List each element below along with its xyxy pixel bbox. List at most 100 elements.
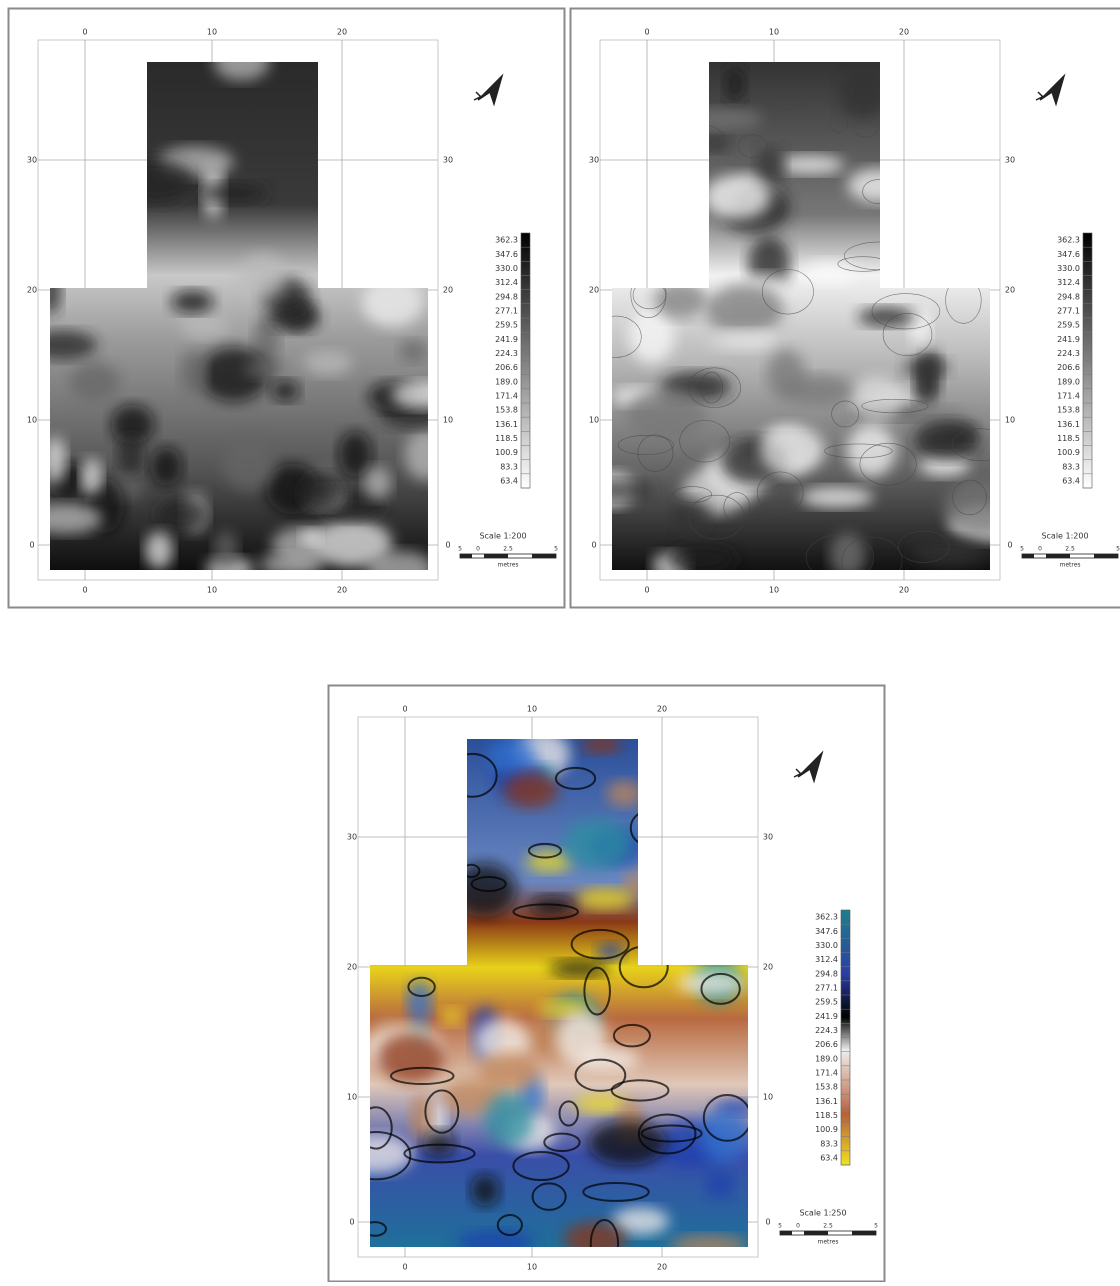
legend-label: 83.3 (820, 1139, 838, 1148)
raster-blob (180, 311, 228, 338)
raster-blob (151, 447, 183, 486)
legend-label: 206.6 (495, 363, 518, 372)
scale-tick-label: 5 (1020, 546, 1024, 553)
scale-tick-label: 5 (554, 546, 558, 553)
scale-tick-label: 2.5 (823, 1223, 833, 1230)
y-tick-label: 30 (443, 156, 453, 165)
legend-label: 100.9 (815, 1125, 838, 1134)
y-tick-label: 20 (443, 286, 453, 295)
raster-blob (912, 537, 986, 566)
y-tick-label: 10 (347, 1093, 357, 1102)
raster-blob (301, 475, 342, 511)
x-tick-label: 0 (402, 705, 407, 714)
legend-label: 118.5 (495, 434, 518, 443)
raster-blob (915, 421, 980, 459)
legend-label: 330.0 (1057, 264, 1080, 273)
y-tick-label: 10 (589, 416, 599, 425)
scale-tick-label: 2.5 (1065, 546, 1075, 553)
raster-blob (767, 350, 805, 400)
scale-title: Scale 1:250 (799, 1209, 846, 1218)
legend-label: 241.9 (495, 335, 518, 344)
scale-segment (484, 554, 508, 558)
legend-label: 259.5 (1057, 321, 1080, 330)
legend-label: 153.8 (815, 1083, 838, 1092)
legend-label: 241.9 (815, 1012, 838, 1021)
y-tick-label: 20 (763, 963, 773, 972)
scale-tick-label: 5 (778, 1223, 782, 1230)
legend-label: 224.3 (495, 349, 518, 358)
y-tick-label: 0 (765, 1218, 770, 1227)
legend-label: 330.0 (815, 941, 838, 950)
raster-blob (214, 530, 238, 569)
legend-label: 171.4 (1057, 391, 1080, 400)
raster-blob (271, 380, 299, 401)
raster-blob (849, 375, 904, 421)
y-tick-label: 30 (763, 833, 773, 842)
raster-blob (706, 1170, 734, 1198)
y-tick-label: 30 (27, 156, 37, 165)
x-tick-label: 20 (657, 705, 667, 714)
legend-label: 118.5 (1057, 434, 1080, 443)
raster-blob (562, 819, 633, 869)
x-tick-label: 20 (899, 28, 909, 37)
y-tick-label: 20 (347, 963, 357, 972)
raster-blob (378, 1033, 444, 1082)
scale-segment (460, 554, 472, 558)
x-tick-label: 0 (644, 28, 649, 37)
legend-label: 241.9 (1057, 335, 1080, 344)
y-tick-label: 10 (27, 416, 37, 425)
raster-blob (200, 183, 268, 204)
x-tick-label: 20 (657, 1263, 667, 1272)
x-tick-label: 10 (769, 28, 779, 37)
legend-label: 294.8 (495, 292, 518, 301)
raster-blob (222, 436, 274, 490)
raster-blob (407, 981, 433, 1024)
raster-blob (180, 350, 207, 395)
legend-label: 362.3 (1057, 236, 1080, 245)
legend-label: 153.8 (1057, 406, 1080, 415)
y-tick-label: 10 (1005, 416, 1015, 425)
raster-blob (858, 307, 914, 326)
legend-label: 259.5 (815, 998, 838, 1007)
scale-unit: metres (497, 562, 518, 569)
y-tick-label: 10 (763, 1093, 773, 1102)
y-tick-label: 0 (1007, 541, 1012, 550)
scale-title: Scale 1:200 (1041, 532, 1088, 541)
y-tick-label: 0 (29, 541, 34, 550)
raster-blob (704, 175, 770, 219)
raster-blob (801, 487, 873, 508)
scale-segment (780, 1231, 792, 1235)
y-tick-label: 10 (443, 416, 453, 425)
x-tick-label: 20 (337, 28, 347, 37)
legend-label: 118.5 (815, 1111, 838, 1120)
x-tick-label: 0 (402, 1263, 407, 1272)
legend-label: 100.9 (1057, 448, 1080, 457)
raster-blob (339, 431, 372, 477)
x-tick-label: 20 (899, 586, 909, 595)
legend-label: 63.4 (500, 476, 518, 485)
raster-blob (171, 290, 214, 313)
raster-blob (485, 1093, 534, 1147)
legend-label: 83.3 (1062, 462, 1080, 471)
raster-blob (158, 499, 206, 532)
legend-label: 330.0 (495, 264, 518, 273)
y-tick-label: 0 (591, 541, 596, 550)
legend-label: 83.3 (500, 462, 518, 471)
legend-label: 171.4 (495, 391, 518, 400)
raster-blob (244, 359, 283, 378)
legend-label: 189.0 (1057, 377, 1080, 386)
scale-segment (532, 554, 556, 558)
y-tick-label: 20 (27, 286, 37, 295)
legend-label: 347.6 (1057, 250, 1080, 259)
legend-label: 294.8 (815, 969, 838, 978)
raster-blob (81, 458, 102, 494)
raster-blob (145, 531, 172, 569)
legend-label: 347.6 (495, 250, 518, 259)
raster-blob (441, 1008, 464, 1026)
raster-blob (479, 1053, 539, 1092)
